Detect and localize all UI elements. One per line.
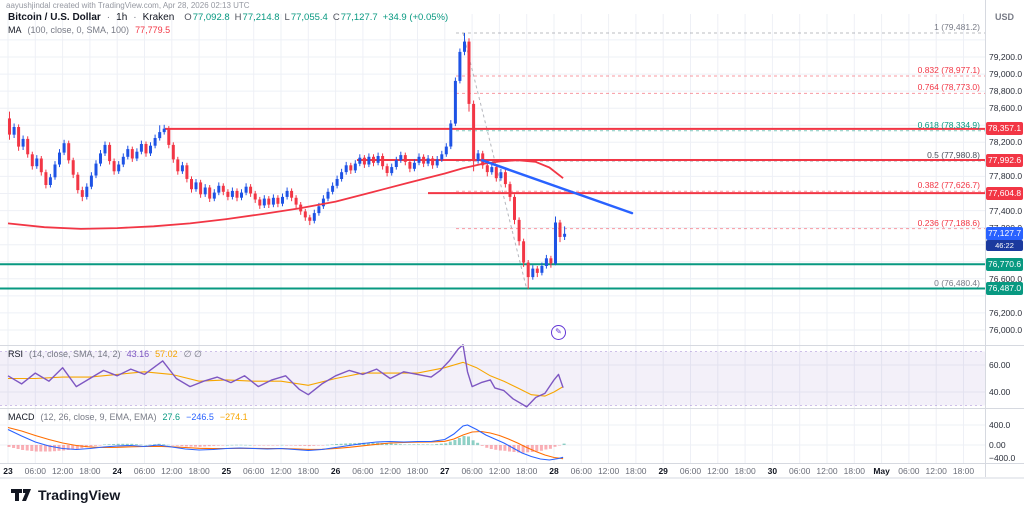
high-value: 77,214.8 — [242, 12, 280, 23]
ohlc-values: O 77,092.8 H 77,214.8 L 77,055.4 C 77,127.7 … — [180, 12, 448, 23]
ma-title: MA — [8, 25, 22, 35]
rsi-value: 43.16 — [126, 349, 150, 359]
low-value: 77,055.4 — [290, 12, 328, 23]
currency-label: USD — [995, 12, 1015, 22]
symbol-name: Bitcoin / U.S. Dollar — [8, 12, 101, 23]
macd-signal-value: −274.1 — [219, 412, 248, 422]
rsi-params: (14, close, SMA, 14, 2) — [29, 349, 121, 359]
symbol-legend[interactable]: Bitcoin / U.S. Dollar · 1h · Kraken O 77,… — [8, 12, 448, 23]
close-value: 77,127.7 — [340, 12, 378, 23]
ma-legend[interactable]: MA (100, close, 0, SMA, 100) 77,779.5 — [8, 25, 170, 35]
open-value: 77,092.8 — [192, 12, 230, 23]
ma-value: 77,779.5 — [135, 25, 171, 35]
separator-dot: · — [106, 12, 111, 23]
macd-params: (12, 26, close, 9, EMA, EMA) — [40, 412, 157, 422]
macd-legend[interactable]: MACD (12, 26, close, 9, EMA, EMA) 27.6 −… — [8, 412, 248, 422]
macd-line-value: −246.5 — [186, 412, 214, 422]
rsi-legend[interactable]: RSI (14, close, SMA, 14, 2) 43.16 57.02 … — [8, 349, 202, 360]
exchange-label: Kraken — [142, 12, 175, 23]
open-label: O — [184, 12, 192, 23]
close-label: C — [332, 12, 340, 23]
tradingview-logo-text: TradingView — [38, 487, 121, 503]
low-label: L — [284, 12, 290, 23]
interval-label: 1h — [116, 12, 128, 23]
drawing-anchor-icon[interactable]: ✎ — [551, 325, 566, 340]
tradingview-mark-icon — [11, 489, 31, 501]
change-value: +34.9 (+0.05%) — [382, 12, 449, 23]
separator-dot: · — [133, 12, 137, 23]
macd-hist-value: 27.6 — [162, 412, 181, 422]
macd-title: MACD — [8, 412, 35, 422]
ma-params: (100, close, 0, SMA, 100) — [27, 25, 130, 35]
rsi-ma-value: 57.02 — [155, 349, 178, 359]
rsi-title: RSI — [8, 349, 24, 359]
attribution-text: aayushjindal created with TradingView.co… — [6, 1, 250, 10]
high-label: H — [234, 12, 242, 23]
rsi-band-values: ∅ ∅ — [183, 349, 202, 359]
tradingview-logo[interactable]: TradingView — [10, 487, 120, 503]
